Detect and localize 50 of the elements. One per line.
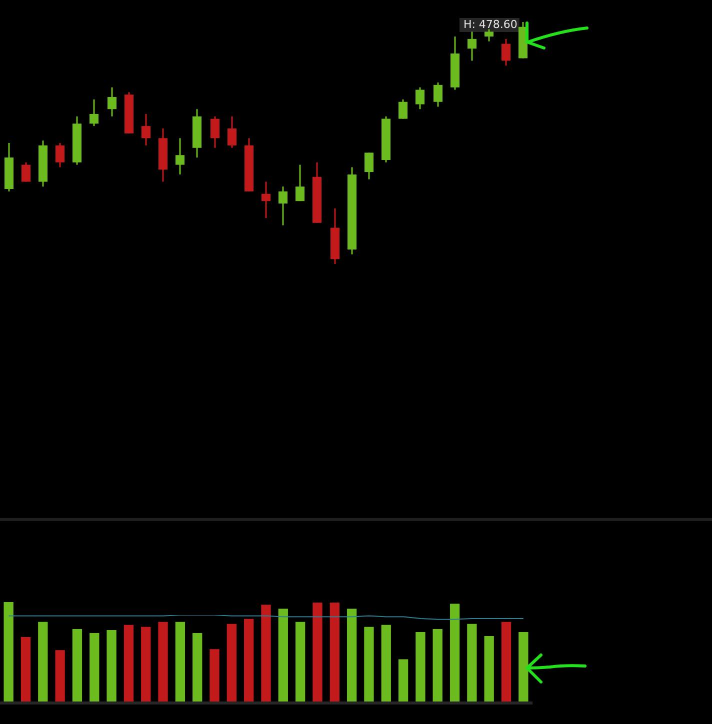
candlestick xyxy=(502,38,510,66)
bar xyxy=(4,602,14,703)
bar xyxy=(261,604,271,703)
bar xyxy=(158,622,168,703)
candlestick xyxy=(108,86,116,118)
bar xyxy=(55,650,65,703)
candlestick xyxy=(90,98,98,127)
bar xyxy=(381,624,391,703)
bar xyxy=(192,632,202,703)
bar xyxy=(398,659,408,703)
bar xyxy=(346,608,357,703)
bar xyxy=(244,618,254,703)
bar xyxy=(106,630,116,703)
bar xyxy=(467,624,477,703)
candlestick xyxy=(296,164,304,202)
candlestick xyxy=(210,116,220,149)
candlestick xyxy=(262,180,270,219)
bar xyxy=(484,636,494,703)
candlestick xyxy=(416,86,424,110)
bar xyxy=(312,602,322,703)
candlestick xyxy=(434,82,442,108)
bar xyxy=(295,622,306,703)
candlestick xyxy=(468,30,476,62)
bar xyxy=(38,622,48,703)
candlestick xyxy=(278,186,288,226)
bar xyxy=(72,628,82,703)
candlestick xyxy=(56,142,64,168)
bar xyxy=(416,632,426,703)
candlestick xyxy=(228,116,236,149)
bar xyxy=(124,624,134,703)
bar xyxy=(501,622,512,703)
candlestick xyxy=(484,28,494,42)
bar xyxy=(90,632,100,703)
bar xyxy=(175,622,186,703)
annotation: H: 478.60 xyxy=(463,18,518,31)
bar xyxy=(450,604,460,703)
bar xyxy=(210,649,220,703)
bar xyxy=(141,626,151,703)
bar xyxy=(330,602,340,703)
bar xyxy=(278,608,288,703)
bar xyxy=(20,637,31,703)
bar xyxy=(518,632,528,703)
candlestick xyxy=(176,137,184,176)
bar xyxy=(226,624,237,703)
bar xyxy=(364,626,374,703)
candlestick xyxy=(398,98,408,120)
candlestick xyxy=(142,113,150,146)
bar xyxy=(432,628,442,703)
candlestick xyxy=(364,152,374,180)
candlestick xyxy=(22,162,30,182)
